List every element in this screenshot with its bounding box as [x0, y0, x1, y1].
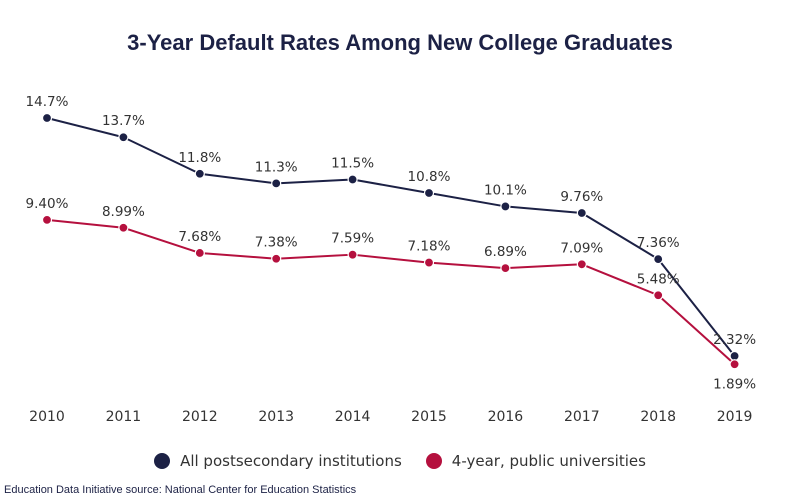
x-tick-label: 2019 [717, 409, 753, 425]
legend-item-series-1: All postsecondary institutions [154, 452, 402, 470]
x-tick-label: 2011 [106, 409, 142, 425]
legend-item-series-2: 4-year, public universities [425, 452, 646, 470]
data-point-series-1 [729, 350, 740, 362]
data-label-series-2: 7.09% [560, 240, 603, 256]
chart-title: 3-Year Default Rates Among New College G… [127, 30, 673, 55]
x-tick-label: 2014 [335, 409, 371, 425]
data-point-series-1 [576, 207, 587, 219]
data-point-series-1 [41, 112, 53, 124]
data-label-series-2: 5.48% [637, 271, 680, 287]
data-label-series-1: 11.8% [178, 150, 221, 166]
data-label-series-1: 10.1% [484, 182, 527, 198]
data-point-series-2 [118, 222, 129, 233]
data-point-series-1 [500, 201, 511, 212]
data-label-series-2: 7.59% [331, 231, 374, 247]
data-label-series-1: 2.32% [713, 332, 756, 348]
data-label-series-2: 6.89% [484, 244, 527, 260]
legend-label-series-2: 4-year, public universities [451, 452, 646, 470]
data-point-series-1 [347, 174, 358, 185]
data-label-series-2: 7.18% [408, 239, 451, 255]
data-label-series-2: 1.89% [713, 376, 756, 392]
x-tick-label: 2016 [488, 409, 524, 425]
x-tick-label: 2015 [411, 409, 447, 425]
data-point-series-1 [194, 168, 205, 179]
x-tick-label: 2017 [564, 409, 600, 425]
x-tick-label: 2012 [182, 409, 218, 425]
data-point-series-2 [576, 259, 587, 270]
data-label-series-1: 13.7% [102, 113, 145, 129]
data-label-series-1: 11.3% [255, 159, 298, 175]
data-label-series-2: 7.38% [255, 235, 298, 251]
data-label-series-1: 11.5% [331, 156, 374, 172]
legend-marker-series-2 [425, 453, 442, 469]
source-note: Education Data Initiative source: Nation… [4, 484, 357, 496]
x-tick-label: 2010 [29, 409, 65, 425]
data-label-series-2: 7.68% [178, 229, 221, 245]
x-tick-label: 2013 [258, 409, 294, 425]
data-label-series-2: 8.99% [102, 204, 145, 220]
data-label-series-1: 9.76% [560, 189, 603, 205]
legend-label-series-1: All postsecondary institutions [180, 452, 402, 470]
x-tick-label: 2018 [640, 409, 676, 425]
data-point-series-2 [729, 359, 740, 370]
data-point-series-1 [118, 132, 129, 143]
data-point-series-2 [41, 214, 53, 225]
data-point-series-1 [271, 178, 282, 189]
data-point-series-2 [653, 290, 664, 301]
data-label-series-1: 10.8% [408, 169, 451, 185]
data-point-series-2 [194, 247, 205, 259]
series-line-2 [46, 218, 736, 366]
data-point-series-2 [271, 253, 282, 264]
data-point-series-2 [423, 257, 435, 268]
data-label-series-1: 14.7% [26, 94, 69, 110]
data-point-series-2 [347, 249, 358, 260]
data-point-series-1 [423, 187, 435, 199]
data-label-series-1: 7.36% [637, 235, 680, 251]
series-line-1 [46, 117, 736, 357]
data-point-series-1 [653, 254, 664, 265]
legend: All postsecondary institutions 4-year, p… [0, 452, 800, 470]
data-label-series-2: 9.40% [26, 196, 69, 212]
data-point-series-2 [500, 263, 511, 274]
legend-marker-series-1 [154, 453, 171, 469]
